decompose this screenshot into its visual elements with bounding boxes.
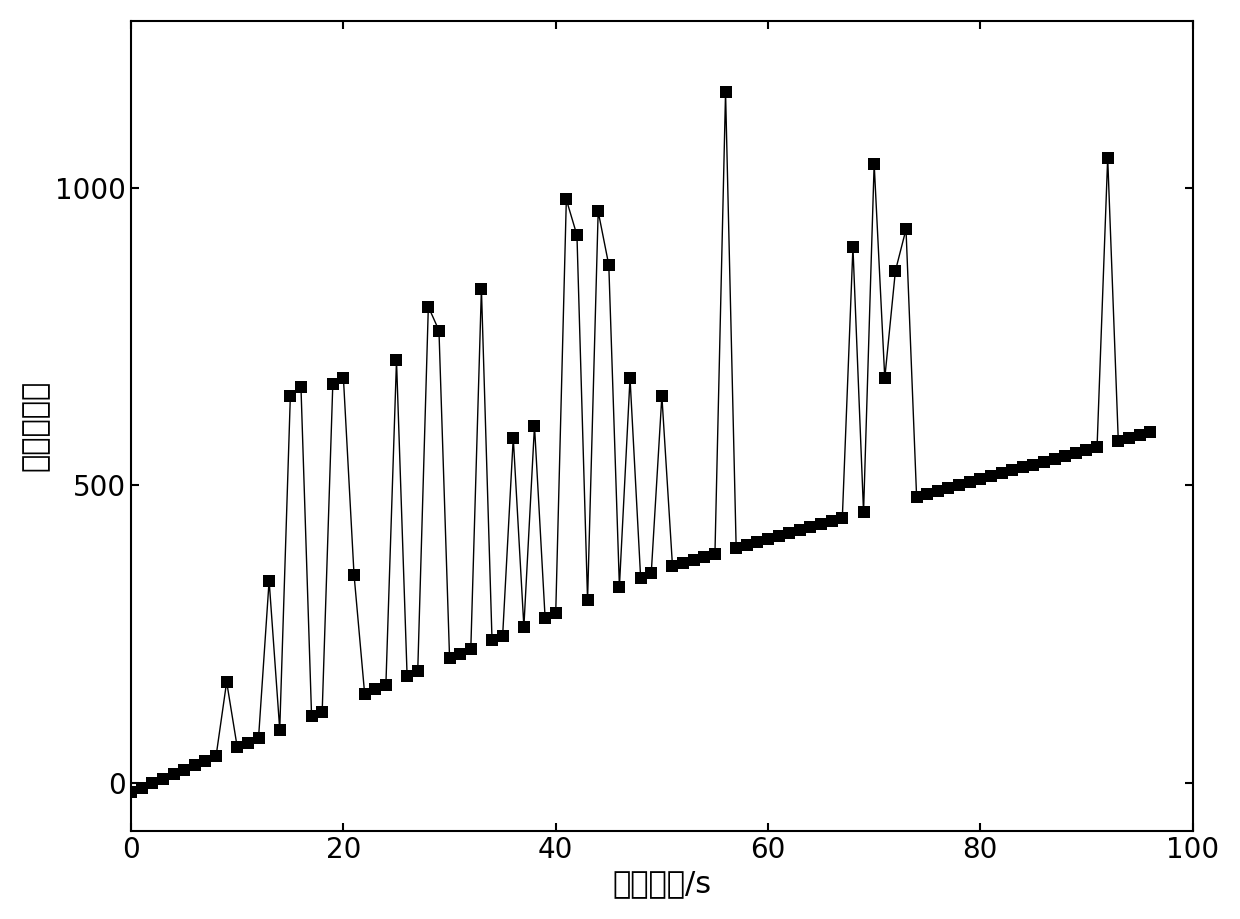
Y-axis label: 累积翻转数: 累积翻转数	[21, 380, 50, 471]
X-axis label: 累积时间/s: 累积时间/s	[613, 869, 712, 898]
